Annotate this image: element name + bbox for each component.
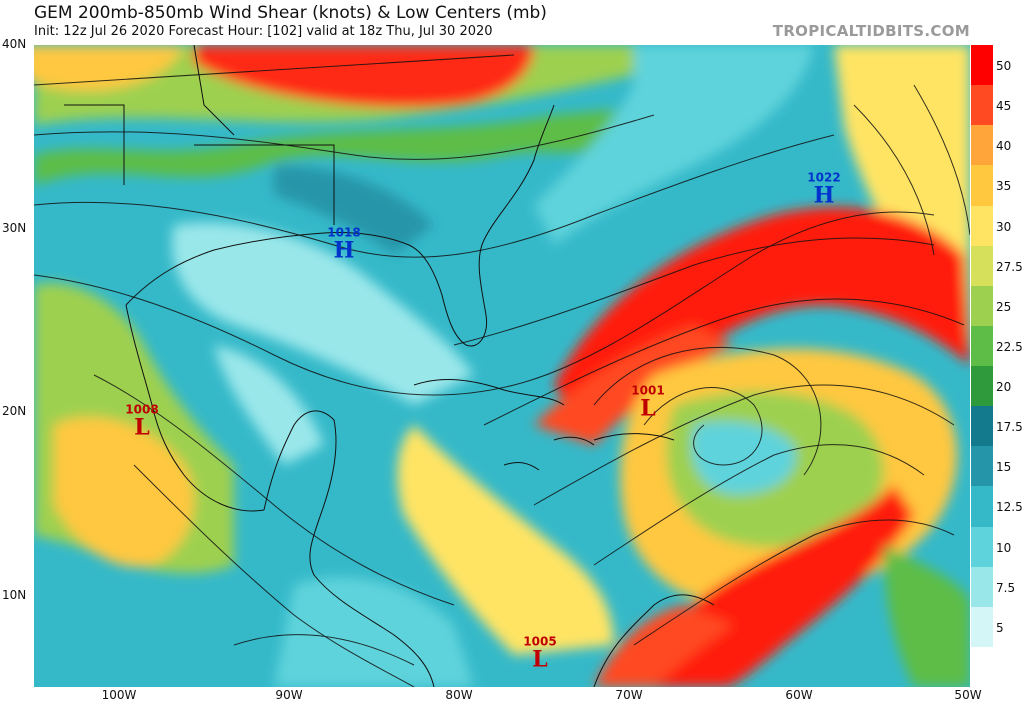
low-center-1005: 1005 L — [523, 634, 557, 673]
colorbar-segment — [971, 366, 993, 407]
colorbar-label: 5 — [996, 620, 1004, 635]
colorbar-label: 17.5 — [996, 420, 1023, 435]
low-pressure-value: 1005 — [523, 634, 557, 649]
low-letter: L — [532, 646, 548, 673]
map-subtitle: Init: 12z Jul 26 2020 Forecast Hour: [10… — [34, 24, 493, 39]
lat-label-30n: 30N — [2, 221, 27, 235]
low-letter: L — [134, 414, 150, 441]
coastlines — [64, 45, 715, 687]
colorbar-label: 35 — [996, 179, 1012, 194]
colorbar-segment — [971, 606, 993, 648]
high-letter: H — [333, 237, 355, 264]
colorbar-segment — [971, 285, 993, 327]
header: GEM 200mb-850mb Wind Shear (knots) & Low… — [0, 0, 1024, 44]
colorbar-label: 45 — [996, 99, 1012, 114]
lon-label-100w: 100W — [101, 688, 137, 702]
high-center-1022: 1022 H — [807, 170, 841, 209]
colorbar-segment — [971, 45, 993, 86]
lon-label-50w: 50W — [954, 688, 982, 702]
high-pressure-value: 1018 — [327, 225, 361, 240]
high-letter: H — [813, 182, 835, 209]
colorbar-label: 15 — [996, 460, 1012, 475]
colorbar-label: 12.5 — [996, 500, 1023, 515]
shear-field — [34, 45, 970, 687]
colorbar-segment — [971, 325, 993, 367]
high-center-1018: 1018 H — [327, 225, 361, 264]
colorbar-label: 22.5 — [996, 339, 1023, 354]
colorbar-label: 7.5 — [996, 580, 1016, 595]
low-letter: L — [640, 395, 656, 422]
low-center-1008: 1008 L — [125, 402, 159, 441]
colorbar-segment — [971, 526, 993, 568]
lon-label-80w: 80W — [445, 688, 473, 702]
colorbar-label: 25 — [996, 299, 1012, 314]
wind-shear-map: 1008 L 1001 L 1005 L 1018 H 1022 H — [34, 45, 970, 687]
colorbar-segment — [971, 566, 993, 608]
map-title: GEM 200mb-850mb Wind Shear (knots) & Low… — [34, 3, 547, 23]
colorbar-label: 40 — [996, 139, 1012, 154]
colorbar-label: 20 — [996, 380, 1012, 395]
colorbar-segment — [971, 406, 993, 447]
colorbar-segment — [971, 446, 993, 487]
lon-label-60w: 60W — [785, 688, 813, 702]
low-center-1001: 1001 L — [631, 383, 665, 422]
high-pressure-value: 1022 — [807, 170, 841, 185]
colorbar-label: 50 — [996, 59, 1012, 74]
lat-label-10n: 10N — [2, 588, 27, 602]
low-pressure-value: 1001 — [631, 383, 665, 398]
colorbar-segment — [971, 245, 993, 287]
lon-label-90w: 90W — [275, 688, 303, 702]
low-pressure-value: 1008 — [125, 402, 159, 417]
brand-watermark: TROPICALTIDBITS.COM — [772, 22, 970, 40]
lon-label-70w: 70W — [615, 688, 643, 702]
map-canvas — [34, 45, 970, 687]
colorbar-segment — [971, 125, 993, 166]
lat-label-40n: 40N — [2, 37, 27, 51]
shear-colorbar — [971, 45, 993, 688]
colorbar-segment — [971, 85, 993, 126]
colorbar-label: 10 — [996, 540, 1012, 555]
colorbar-label: 30 — [996, 219, 1012, 234]
colorbar-label: 27.5 — [996, 259, 1023, 274]
streamlines — [34, 54, 970, 687]
colorbar-segment — [971, 646, 993, 688]
colorbar-segment — [971, 205, 993, 247]
colorbar-segment — [971, 486, 993, 527]
colorbar-segment — [971, 165, 993, 206]
lat-label-20n: 20N — [2, 404, 27, 418]
